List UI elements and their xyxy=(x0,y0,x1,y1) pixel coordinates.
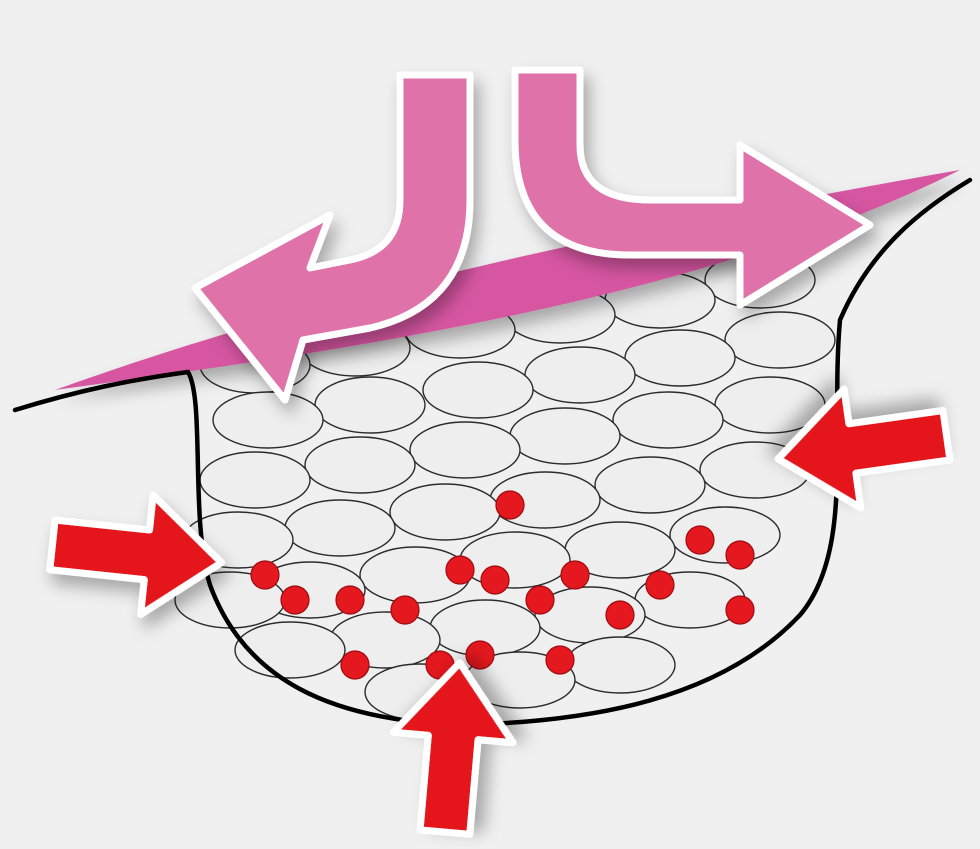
cell-oval xyxy=(613,392,723,448)
red-dot xyxy=(686,526,714,554)
red-dot xyxy=(561,561,589,589)
cell-oval xyxy=(595,457,705,513)
red-dot xyxy=(281,586,309,614)
red-dot xyxy=(446,556,474,584)
red-dot xyxy=(481,566,509,594)
diagram-canvas xyxy=(0,0,980,849)
cell-oval xyxy=(625,330,735,386)
cell-oval xyxy=(285,500,395,556)
cell-oval xyxy=(315,377,425,433)
red-dot xyxy=(606,601,634,629)
red-dot xyxy=(251,561,279,589)
red-dot xyxy=(546,646,574,674)
cell-oval xyxy=(565,637,675,693)
cell-oval xyxy=(305,437,415,493)
cell-oval xyxy=(525,347,635,403)
cell-oval xyxy=(213,392,323,448)
cell-oval xyxy=(200,452,310,508)
red-dot xyxy=(336,586,364,614)
red-dot xyxy=(341,651,369,679)
red-dot xyxy=(496,491,524,519)
red-dot xyxy=(391,596,419,624)
cell-oval xyxy=(423,362,533,418)
red-dot xyxy=(646,571,674,599)
cell-oval xyxy=(725,312,835,368)
cell-oval xyxy=(390,484,500,540)
red-dot xyxy=(726,541,754,569)
red-dot xyxy=(466,641,494,669)
cell-oval xyxy=(410,422,520,478)
cell-oval xyxy=(510,408,620,464)
red-dot xyxy=(526,586,554,614)
red-dot xyxy=(726,596,754,624)
cell-oval xyxy=(460,532,570,588)
